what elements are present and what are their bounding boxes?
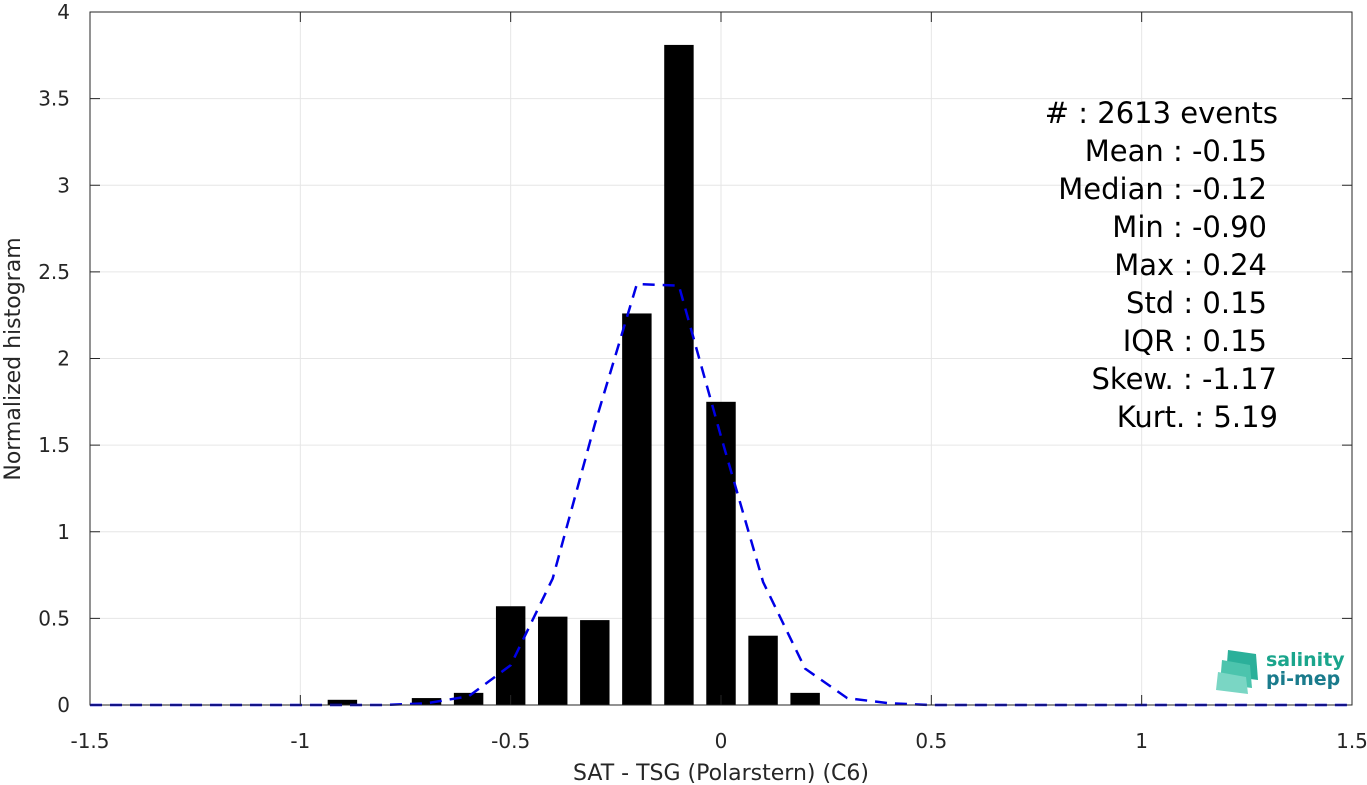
histogram-bar [748,635,778,705]
axes-layer [89,11,1353,706]
x-tick-label: 1 [1135,729,1148,753]
x-axis-label: SAT - TSG (Polarstern) (C6) [573,761,869,785]
y-tick-label: 0 [57,693,70,717]
stat-mean: Mean : -0.15 [1085,134,1267,168]
y-tick-labels: 0 0.5 1 1.5 2 2.5 3 3.5 4 [38,0,70,717]
histogram-bar [706,401,736,705]
salinity-pimep-logo: salinity pi-mep [1216,649,1345,694]
x-tick-label: 0 [715,729,728,753]
x-tick-label: -1 [290,729,310,753]
y-tick-label: 0.5 [38,606,70,630]
y-axis-label: Normalized histogram [1,237,26,480]
histogram-bar [495,606,526,705]
wave-logo-icon [1216,650,1258,694]
stat-count: # : 2613 events [1045,96,1278,130]
stat-skew: Skew. : -1.17 [1091,362,1277,396]
stat-kurt: Kurt. : 5.19 [1117,400,1278,434]
grid-layer [89,11,1353,706]
bars-layer [327,44,820,706]
y-tick-label: 3.5 [38,87,70,111]
stat-iqr: IQR : 0.15 [1123,324,1267,358]
x-tick-label: -1.5 [70,729,109,753]
y-tick-label: 4 [57,0,70,24]
y-tick-label: 2 [57,347,70,371]
stats-box: # : 2613 events Mean : -0.15 Median : -0… [1045,96,1278,434]
histogram-bar [453,692,484,705]
stat-max: Max : 0.24 [1114,248,1267,282]
stat-std: Std : 0.15 [1126,286,1267,320]
x-tick-label: -0.5 [491,729,530,753]
y-tick-label: 3 [57,173,70,197]
histogram-bar [538,616,568,705]
y-tick-label: 1 [57,520,70,544]
x-tick-labels: -1.5 -1 -0.5 0 0.5 1 1.5 [70,729,1367,753]
histogram-bar [664,44,694,706]
y-tick-label: 1.5 [38,433,70,457]
stat-min: Min : -0.90 [1112,210,1267,244]
histogram-bar [327,699,358,705]
stat-median: Median : -0.12 [1058,172,1267,206]
x-tick-label: 0.5 [915,729,947,753]
histogram-bar [622,313,652,705]
logo-text-pimep: pi-mep [1266,668,1340,690]
histogram-bar [580,620,610,705]
y-tick-label: 2.5 [38,260,70,284]
x-tick-label: 1.5 [1336,729,1367,753]
histogram-bar [411,698,442,705]
histogram-bar [790,692,820,705]
logo-text-salinity: salinity [1266,649,1345,671]
